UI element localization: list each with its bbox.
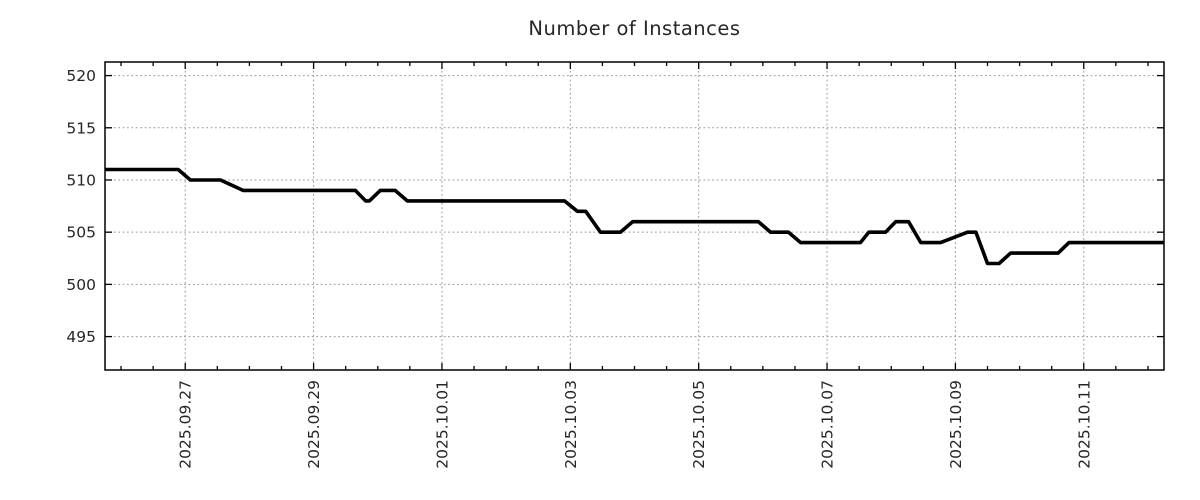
x-tick-label: 2025.09.27 [177,380,195,469]
x-tick-label: 2025.10.03 [562,380,580,469]
plot-frame [104,61,1165,371]
y-tick-label: 515 [66,119,96,137]
y-tick-label: 520 [66,67,96,85]
x-tick-label: 2025.10.11 [1075,380,1093,469]
chart-title: Number of Instances [528,17,741,40]
x-tick-label: 2025.09.29 [305,380,323,469]
x-tick-label: 2025.10.09 [947,380,965,469]
y-tick-label: 500 [66,276,96,294]
x-tick-label: 2025.10.01 [433,380,451,469]
x-tick-label: 2025.10.05 [690,380,708,469]
y-tick-label: 495 [66,328,96,346]
y-tick-label: 510 [66,171,96,189]
data-line-instances [105,167,1164,266]
y-tick-label: 505 [66,224,96,242]
x-tick-label: 2025.10.07 [819,380,837,469]
